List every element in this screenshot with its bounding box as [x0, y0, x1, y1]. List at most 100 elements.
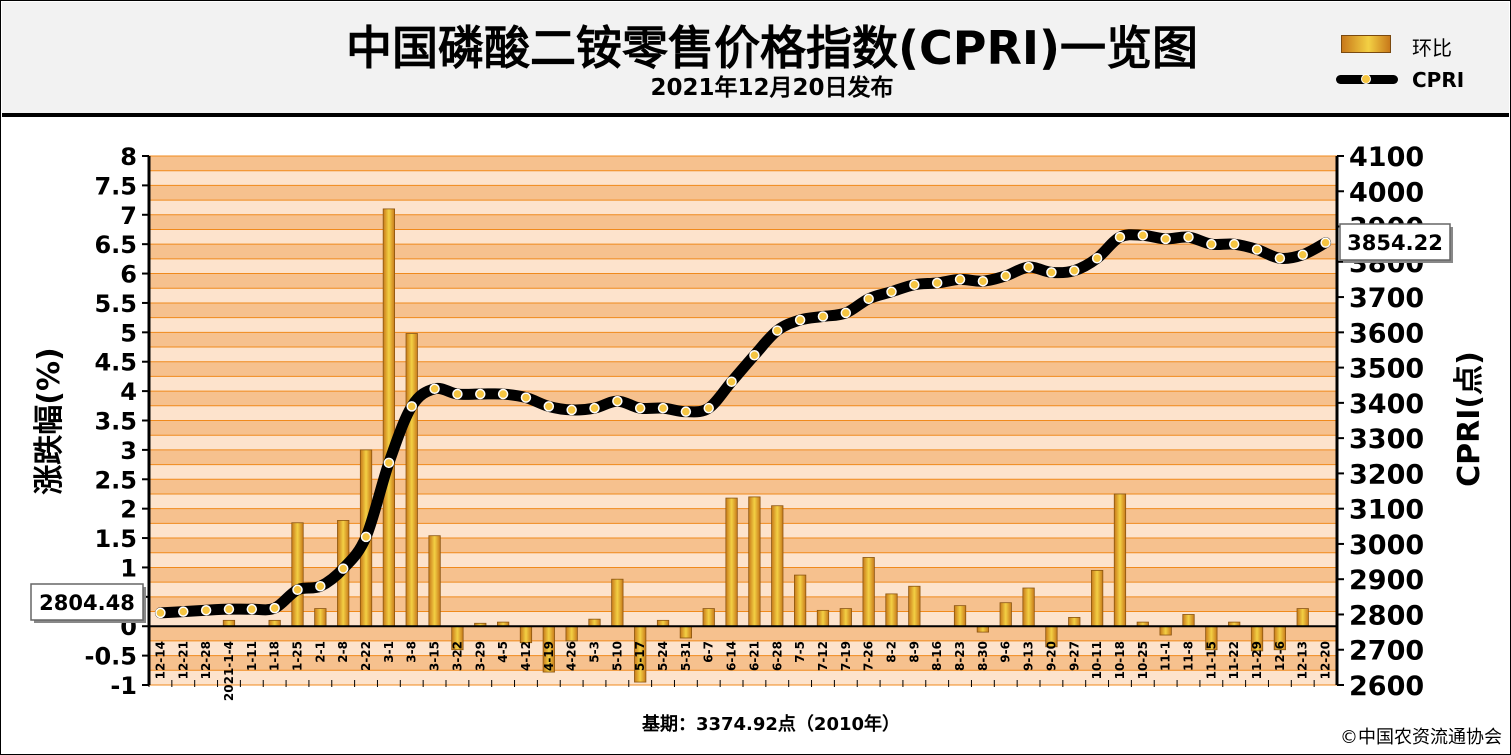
x-tick-label: 12-13 — [1296, 641, 1310, 679]
cpri-point — [1001, 271, 1010, 280]
cpri-point — [636, 404, 645, 413]
x-tick-label: 2-1 — [313, 641, 327, 663]
right-tick-label: 2800 — [1349, 600, 1424, 631]
mom-bar — [703, 609, 714, 627]
x-tick-label: 4-5 — [496, 641, 510, 663]
plot-band — [149, 303, 1337, 318]
cpri-point — [1321, 238, 1330, 247]
x-tick-label: 7-19 — [839, 641, 853, 671]
cpri-point — [1115, 233, 1124, 242]
left-tick-label: -0.5 — [85, 643, 137, 671]
plot-band — [149, 626, 1337, 641]
plot-band — [149, 391, 1337, 406]
right-axis-label: CPRI(点) — [1452, 351, 1487, 487]
left-tick-label: 6 — [120, 261, 137, 289]
right-tick-label: 3500 — [1349, 354, 1424, 385]
cpri-point — [202, 606, 211, 615]
cpri-point — [1230, 240, 1239, 249]
left-tick-label: 6.5 — [94, 231, 137, 259]
cpri-point — [1161, 234, 1170, 243]
left-tick-label: 4 — [120, 378, 137, 406]
mom-bar — [817, 610, 828, 626]
plot-band — [149, 332, 1337, 347]
cpri-point — [247, 605, 256, 614]
plot-band — [149, 288, 1337, 303]
x-tick-label: 4-19 — [542, 641, 556, 671]
mom-bar — [749, 497, 760, 626]
left-tick-label: 7.5 — [94, 172, 137, 200]
plot-band — [149, 465, 1337, 480]
copyright-text: ©中国农资流通协会 — [1340, 723, 1502, 749]
left-tick-label: 3 — [120, 437, 137, 465]
cpri-point — [1138, 231, 1147, 240]
x-tick-label: 6-14 — [725, 641, 739, 671]
mom-bar — [1297, 609, 1308, 627]
x-tick-label: 5-24 — [656, 641, 670, 671]
x-tick-label: 6-21 — [747, 641, 761, 671]
mom-bar — [315, 609, 326, 627]
mom-bar — [886, 594, 897, 626]
cpri-point — [521, 393, 530, 402]
x-tick-label: 2-8 — [336, 641, 350, 663]
cpri-point — [384, 458, 393, 467]
x-tick-label: 3-22 — [450, 641, 464, 671]
x-tick-label: 11-1 — [1159, 641, 1173, 671]
cpri-point — [933, 278, 942, 287]
left-tick-label: 3.5 — [94, 408, 137, 436]
mom-bar — [292, 523, 303, 626]
cpri-point — [750, 351, 759, 360]
x-tick-label: 12-21 — [176, 641, 190, 679]
plot-band — [149, 259, 1337, 274]
x-tick-label: 12-14 — [153, 641, 167, 679]
x-tick-label: 3-1 — [382, 641, 396, 663]
end-value-annotation: 3854.22 — [1340, 224, 1453, 263]
cpri-point — [864, 294, 873, 303]
x-tick-label: 9-6 — [999, 641, 1013, 663]
mom-bar — [1069, 617, 1080, 626]
cpri-point — [681, 407, 690, 416]
mom-bar — [383, 209, 394, 626]
cpri-point — [796, 315, 805, 324]
right-tick-label: 2700 — [1349, 636, 1424, 667]
mom-bar — [1000, 603, 1011, 627]
cpri-point — [156, 608, 165, 617]
x-tick-label: 8-9 — [907, 641, 921, 663]
plot-band — [149, 479, 1337, 494]
x-tick-label: 6-7 — [702, 641, 716, 663]
plot-band — [149, 523, 1337, 538]
mom-bar — [794, 575, 805, 626]
x-tick-label: 9-27 — [1067, 641, 1081, 671]
x-tick-label: 11-8 — [1182, 641, 1196, 671]
plot-band — [149, 244, 1337, 259]
cpri-point — [407, 402, 416, 411]
x-tick-label: 10-18 — [1113, 641, 1127, 679]
plot-band — [149, 450, 1337, 465]
left-tick-label: 5.5 — [94, 290, 137, 318]
right-tick-label: 3000 — [1349, 530, 1424, 561]
x-tick-label: 10-11 — [1090, 641, 1104, 679]
x-tick-label: 7-5 — [793, 641, 807, 663]
right-tick-label: 4000 — [1349, 177, 1424, 208]
left-tick-label: -1 — [110, 672, 137, 700]
plot-band — [149, 421, 1337, 436]
left-tick-label: 2 — [120, 496, 137, 524]
plot-band — [149, 538, 1337, 553]
left-tick-label: 1.5 — [94, 525, 137, 553]
x-tick-label: 5-10 — [610, 641, 624, 671]
right-tick-label: 3200 — [1349, 459, 1424, 490]
mom-bar — [726, 498, 737, 626]
plot-band — [149, 597, 1337, 612]
cpri-point — [430, 384, 439, 393]
cpri-point — [1024, 263, 1033, 272]
x-tick-label: 3-15 — [428, 641, 442, 671]
cpri-point — [590, 404, 599, 413]
cpri-point — [1253, 245, 1262, 254]
plot-band — [149, 274, 1337, 289]
cpri-point — [179, 607, 188, 616]
x-tick-label: 4-26 — [565, 641, 579, 671]
end-value-annotation-label: 3854.22 — [1347, 231, 1443, 255]
x-tick-label: 7-26 — [862, 641, 876, 671]
cpri-point — [453, 390, 462, 399]
cpri-point — [978, 277, 987, 286]
